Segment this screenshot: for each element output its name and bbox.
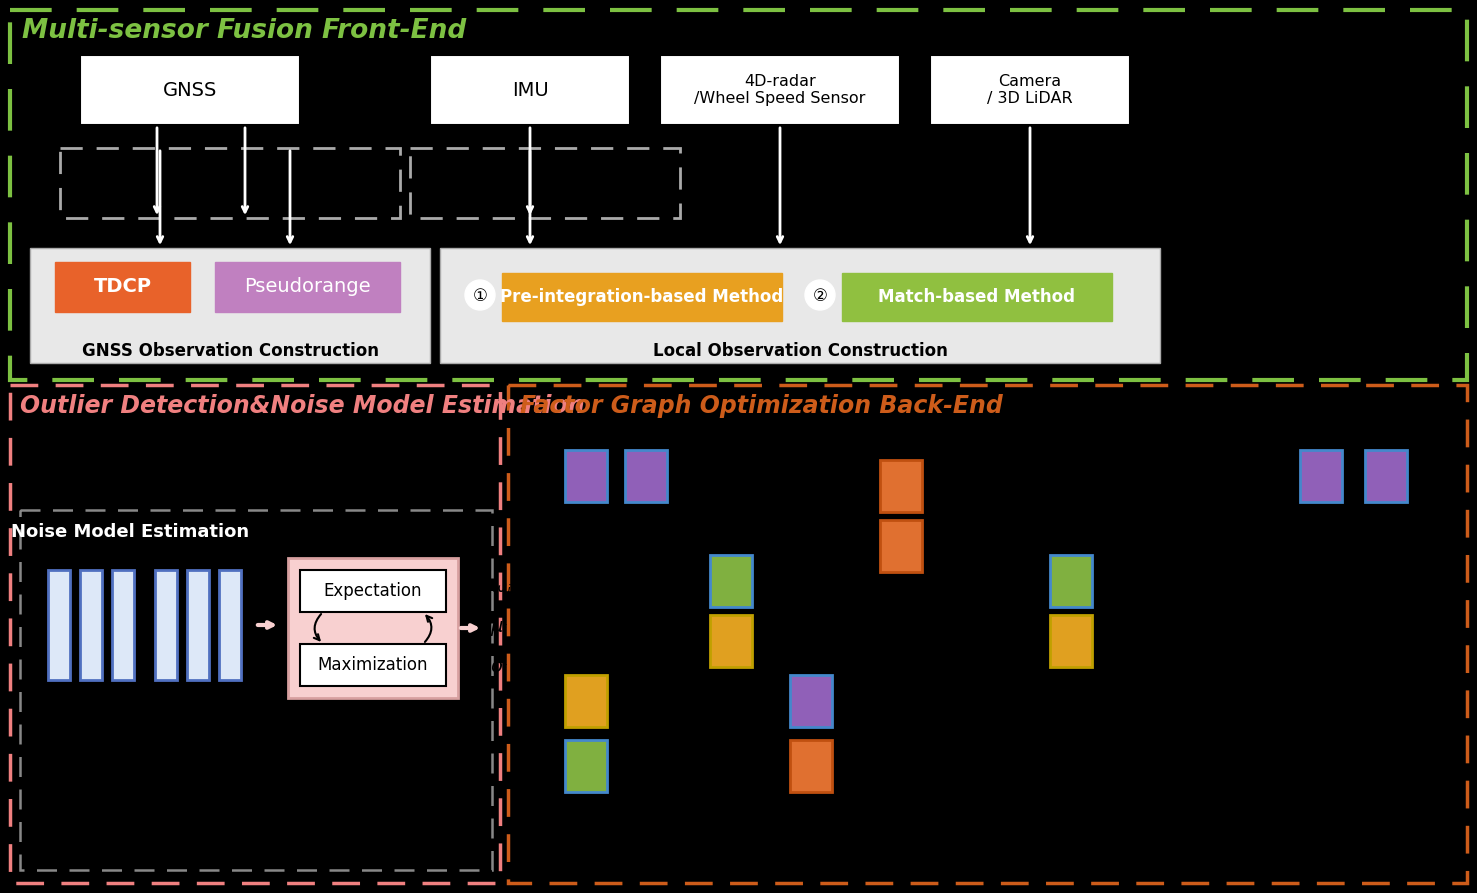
- Text: Noise Model Estimation: Noise Model Estimation: [10, 523, 250, 541]
- Text: Match-based Method: Match-based Method: [879, 288, 1075, 306]
- Bar: [300, 570, 446, 612]
- Bar: [80, 55, 300, 125]
- Bar: [61, 148, 400, 218]
- Bar: [842, 273, 1112, 321]
- Bar: [10, 10, 1467, 380]
- Bar: [880, 520, 922, 572]
- Text: Pre-integration-based Method: Pre-integration-based Method: [501, 288, 784, 306]
- Bar: [288, 558, 458, 698]
- Bar: [80, 570, 102, 680]
- Circle shape: [805, 280, 835, 310]
- Bar: [21, 510, 492, 870]
- Bar: [710, 555, 752, 607]
- Bar: [188, 570, 210, 680]
- Bar: [1300, 450, 1343, 502]
- Bar: [508, 385, 1467, 883]
- Text: Multi-sensor Fusion Front-End: Multi-sensor Fusion Front-End: [22, 18, 467, 44]
- Bar: [155, 570, 177, 680]
- Text: 4D-radar
/Wheel Speed Sensor: 4D-radar /Wheel Speed Sensor: [694, 74, 866, 106]
- Bar: [790, 675, 832, 727]
- Bar: [47, 570, 69, 680]
- Text: Outlier Detection&Noise Model Estimation: Outlier Detection&Noise Model Estimation: [21, 394, 585, 418]
- Text: ①: ①: [473, 287, 487, 305]
- Bar: [219, 570, 241, 680]
- Text: GNSS Observation Construction: GNSS Observation Construction: [81, 342, 378, 360]
- Bar: [10, 385, 501, 883]
- Text: TDCP: TDCP: [93, 278, 152, 296]
- Bar: [30, 248, 430, 363]
- Bar: [430, 55, 631, 125]
- Bar: [502, 273, 781, 321]
- Text: Factor Graph Optimization Back-End: Factor Graph Optimization Back-End: [520, 394, 1003, 418]
- Bar: [660, 55, 899, 125]
- Bar: [112, 570, 134, 680]
- Text: $\sigma_i$: $\sigma_i$: [490, 658, 508, 678]
- Bar: [790, 740, 832, 792]
- Bar: [300, 644, 446, 686]
- Text: Pseudorange: Pseudorange: [244, 278, 371, 296]
- Text: Camera
/ 3D LiDAR: Camera / 3D LiDAR: [987, 74, 1072, 106]
- Text: Expectation: Expectation: [323, 582, 422, 600]
- Bar: [566, 450, 607, 502]
- Bar: [1050, 555, 1092, 607]
- Bar: [566, 740, 607, 792]
- Bar: [880, 460, 922, 512]
- Text: ②: ②: [812, 287, 827, 305]
- Text: Maximization: Maximization: [318, 656, 428, 674]
- Bar: [566, 675, 607, 727]
- Bar: [1050, 615, 1092, 667]
- Bar: [440, 248, 1159, 363]
- Text: IMU: IMU: [511, 80, 548, 99]
- Text: GNSS: GNSS: [162, 80, 217, 99]
- Text: Local Observation Construction: Local Observation Construction: [653, 342, 947, 360]
- Bar: [55, 262, 191, 312]
- Bar: [411, 148, 679, 218]
- Bar: [216, 262, 400, 312]
- Bar: [1365, 450, 1408, 502]
- Bar: [625, 450, 668, 502]
- Text: $\mu_i$: $\mu_i$: [490, 619, 508, 638]
- Circle shape: [465, 280, 495, 310]
- Bar: [931, 55, 1130, 125]
- Text: $\omega_i$: $\omega_i$: [490, 579, 513, 597]
- Bar: [710, 615, 752, 667]
